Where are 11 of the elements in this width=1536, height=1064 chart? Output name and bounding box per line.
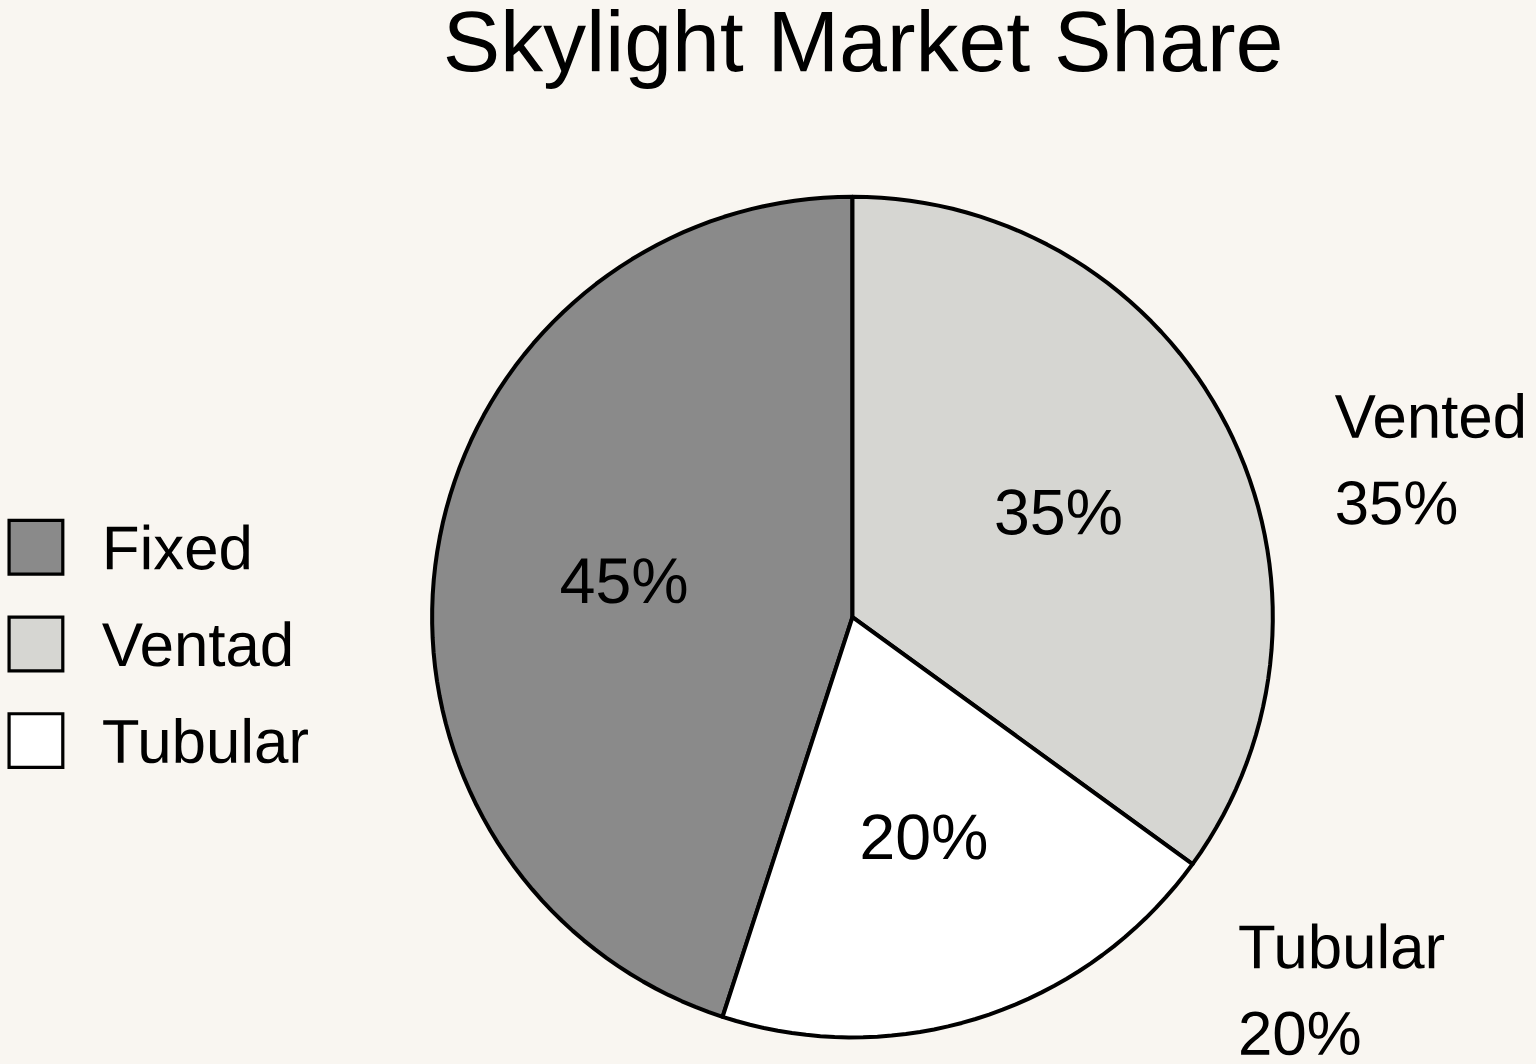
text: Tubular: [1239, 923, 1445, 969]
chart-title: Skylight Market Share: [446, 8, 1280, 89]
data-label: 45%: [561, 558, 687, 604]
text: Vented: [1334, 392, 1524, 439]
legend-label: Ventad: [102, 621, 291, 667]
legend-label: Tubular: [103, 717, 308, 764]
legend-label: Fixed: [106, 524, 249, 570]
text: 20%: [1241, 1011, 1360, 1056]
data-label: 35%: [996, 489, 1121, 535]
text: 35%: [1337, 480, 1457, 525]
data-label: 20%: [862, 814, 987, 860]
